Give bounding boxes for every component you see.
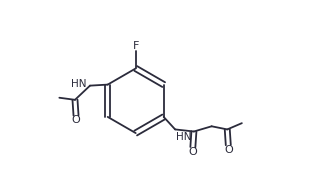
Text: HN: HN [71, 79, 87, 89]
Text: F: F [132, 41, 139, 51]
Text: O: O [224, 145, 233, 155]
Text: O: O [188, 147, 197, 157]
Text: O: O [72, 115, 81, 125]
Text: HN: HN [176, 132, 192, 142]
